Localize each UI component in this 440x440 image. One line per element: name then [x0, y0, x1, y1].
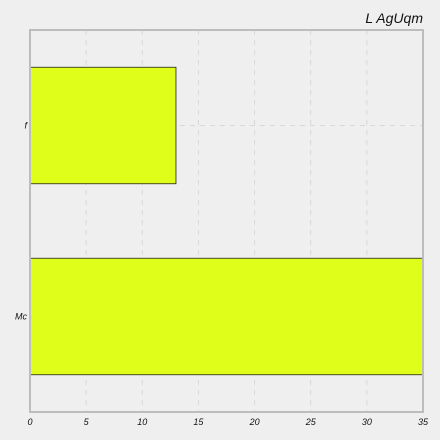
- bar-mc: [30, 258, 423, 375]
- x-tick-label: 5: [84, 417, 90, 427]
- x-tick-label: 10: [137, 417, 147, 427]
- x-tick-label: 20: [249, 417, 260, 427]
- x-tick-label: 30: [362, 417, 372, 427]
- x-tick-label: 25: [305, 417, 317, 427]
- y-tick-label: f: [24, 121, 28, 131]
- bars: [30, 67, 423, 375]
- x-tick-label: 35: [418, 417, 429, 427]
- x-tick-label: 0: [27, 417, 32, 427]
- y-tick-label: Mc: [15, 312, 27, 322]
- x-tick-label: 15: [193, 417, 204, 427]
- bar-f: [30, 67, 176, 184]
- chart-title: L AgUqm: [365, 10, 423, 26]
- x-axis-ticks: 0 5 10 15 20 25 30 35: [27, 417, 429, 427]
- y-axis-ticks: f Mc: [15, 121, 28, 322]
